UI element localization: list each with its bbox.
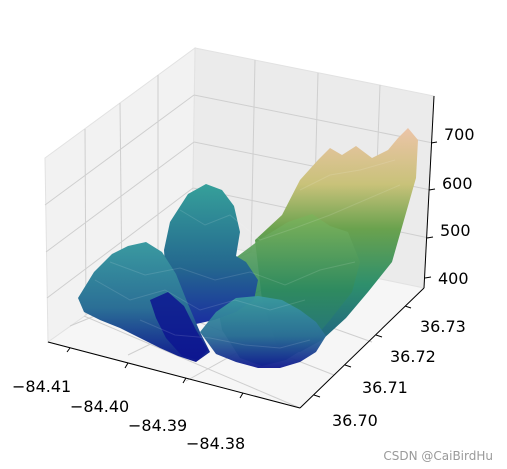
x-tick-label: −84.40 <box>70 397 129 416</box>
y-tick-label: 36.71 <box>362 378 408 397</box>
y-tick-mark <box>313 394 321 398</box>
x-tick-label: −84.41 <box>12 377 71 396</box>
y-tick-label: 36.70 <box>332 411 378 430</box>
watermark: CSDN @CaiBirdHu <box>383 449 493 463</box>
x-tick-label: −84.38 <box>186 434 245 453</box>
z-tick-mark <box>428 188 436 191</box>
x-tick-mark <box>239 392 244 399</box>
surface-hill-central <box>164 184 258 324</box>
terrain-surface <box>78 128 418 368</box>
y-tick-mark <box>375 334 383 338</box>
z-axis-line <box>423 95 435 289</box>
x-tick-mark <box>124 362 129 369</box>
z-tick-label: 600 <box>442 174 473 193</box>
y-tick-mark <box>404 305 412 309</box>
z-tick-label: 700 <box>444 125 475 144</box>
y-tick-label: 36.73 <box>420 317 466 336</box>
z-axis: 700 600 500 400 <box>423 95 475 289</box>
x-tick-label: −84.39 <box>128 416 187 435</box>
surface-front-east <box>200 296 326 368</box>
x-axis: −84.41 −84.40 −84.39 −84.38 <box>12 341 301 453</box>
x-tick-mark <box>66 347 71 353</box>
z-tick-label: 400 <box>438 269 469 288</box>
surface-valley <box>150 292 208 360</box>
z-tick-mark <box>426 236 434 239</box>
x-axis-line <box>47 341 301 409</box>
surface-facets <box>94 159 401 349</box>
y-tick-label: 36.72 <box>390 347 436 366</box>
z-tick-mark <box>430 141 438 144</box>
z-tick-mark <box>424 276 432 279</box>
y-tick-mark <box>344 364 352 368</box>
x-tick-mark <box>182 377 187 384</box>
y-axis: 36.70 36.71 36.72 36.73 <box>299 287 466 430</box>
z-tick-label: 500 <box>440 221 471 240</box>
y-axis-line <box>299 287 425 409</box>
